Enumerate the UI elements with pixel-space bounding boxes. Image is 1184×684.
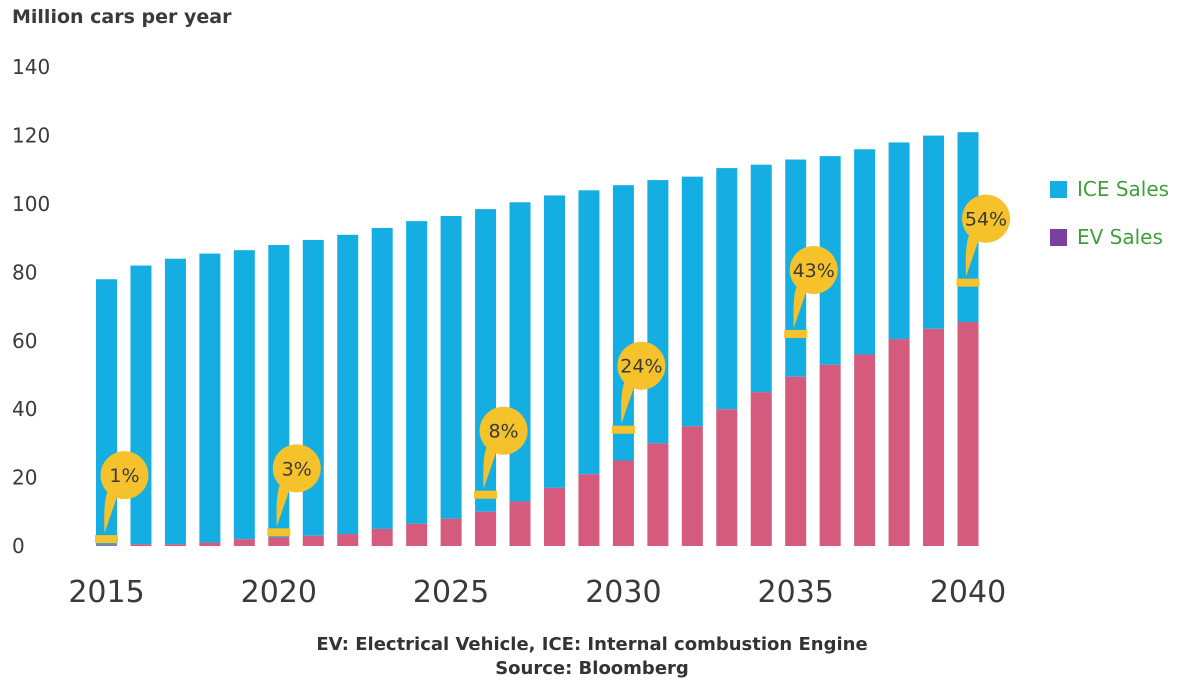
ice-bar	[716, 168, 738, 410]
ev-bar	[750, 392, 772, 546]
ev-bar	[96, 544, 117, 546]
ev-bar	[681, 426, 703, 546]
ice-bar	[164, 258, 186, 545]
y-tick-label: 60	[12, 329, 37, 353]
ev-bar	[957, 321, 979, 546]
ev-bar	[716, 409, 738, 546]
ev-bar	[302, 535, 324, 546]
ev-share-marker	[611, 425, 635, 434]
ice-bar	[199, 253, 221, 543]
ev-share-label: 3%	[282, 458, 312, 480]
ev-bar	[647, 443, 669, 546]
ev-share-label: 1%	[109, 465, 139, 487]
legend-label-ev: EV Sales	[1077, 225, 1163, 249]
callout-bubble	[100, 451, 149, 500]
ev-bar	[440, 518, 462, 546]
ev-bar	[337, 534, 359, 546]
x-tick-label: 2030	[585, 575, 661, 610]
callout-bubble	[479, 406, 528, 455]
y-tick-label: 100	[12, 192, 50, 216]
ev-share-marker	[95, 535, 118, 544]
ice-bar	[681, 176, 703, 427]
ev-share-marker	[267, 528, 291, 537]
ev-share-marker	[956, 278, 980, 287]
ice-bar	[337, 234, 359, 535]
legend-item-ev: EV Sales	[1050, 224, 1169, 250]
ev-bar	[854, 354, 876, 546]
ev-share-label: 8%	[488, 421, 518, 443]
ev-bar	[233, 539, 255, 546]
ice-bar	[750, 164, 772, 393]
ev-bar	[578, 474, 600, 546]
callout-bubble	[617, 341, 666, 390]
ev-share-marker	[784, 329, 808, 338]
ev-bar	[888, 339, 910, 546]
ice-bar	[130, 265, 152, 545]
y-tick-label: 80	[12, 260, 37, 284]
ice-bar	[647, 180, 669, 444]
ice-bar	[371, 227, 393, 529]
y-tick-label: 120	[12, 124, 50, 148]
x-tick-label: 2040	[930, 575, 1006, 610]
callout-bubble	[272, 444, 321, 493]
legend: ICE Sales EV Sales	[1050, 176, 1169, 272]
ev-share-label: 24%	[620, 356, 662, 378]
ice-bar	[302, 239, 324, 536]
ev-bar	[164, 544, 186, 546]
ev-bar	[268, 537, 290, 546]
ice-bar	[233, 250, 255, 540]
legend-swatch-ice	[1050, 180, 1067, 198]
x-tick-label: 2020	[241, 575, 317, 610]
ev-bar	[923, 328, 945, 546]
source-note: Source: Bloomberg	[495, 658, 689, 679]
ev-bar	[371, 528, 393, 546]
ev-share-label: 54%	[965, 209, 1007, 231]
ev-bar	[785, 376, 807, 546]
y-tick-label: 140	[12, 55, 50, 79]
legend-label-ice: ICE Sales	[1077, 177, 1170, 201]
ev-share-marker	[474, 490, 498, 499]
ev-bar	[543, 487, 565, 546]
ice-bar	[923, 135, 945, 329]
x-tick-label: 2025	[413, 575, 489, 610]
footnote: EV: Electrical Vehicle, ICE: Internal co…	[316, 634, 868, 655]
ice-bar	[578, 190, 600, 475]
ev-bar	[130, 544, 152, 546]
ev-bar	[509, 501, 531, 546]
y-tick-label: 40	[12, 397, 37, 421]
ice-bar	[406, 221, 428, 524]
ev-bar	[475, 511, 497, 546]
legend-swatch-ev	[1050, 228, 1067, 246]
callout-bubble	[962, 194, 1010, 243]
ev-bar	[819, 364, 841, 546]
ice-bar	[888, 142, 910, 340]
ice-bar	[543, 195, 565, 488]
x-tick-label: 2015	[68, 575, 144, 610]
ev-share-label: 43%	[793, 260, 835, 282]
y-tick-label: 0	[12, 534, 25, 558]
ice-bar	[509, 202, 531, 502]
ev-bar	[612, 460, 634, 546]
ice-bar	[612, 185, 634, 461]
ev-bar	[199, 542, 221, 546]
y-axis-title: Million cars per year	[12, 6, 232, 28]
ice-bar	[854, 149, 876, 355]
y-tick-label: 20	[12, 466, 37, 490]
x-tick-label: 2035	[758, 575, 834, 610]
legend-item-ice: ICE Sales	[1050, 176, 1169, 202]
ice-bar	[440, 215, 462, 519]
callout-bubble	[789, 245, 838, 294]
ev-bar	[406, 523, 428, 546]
